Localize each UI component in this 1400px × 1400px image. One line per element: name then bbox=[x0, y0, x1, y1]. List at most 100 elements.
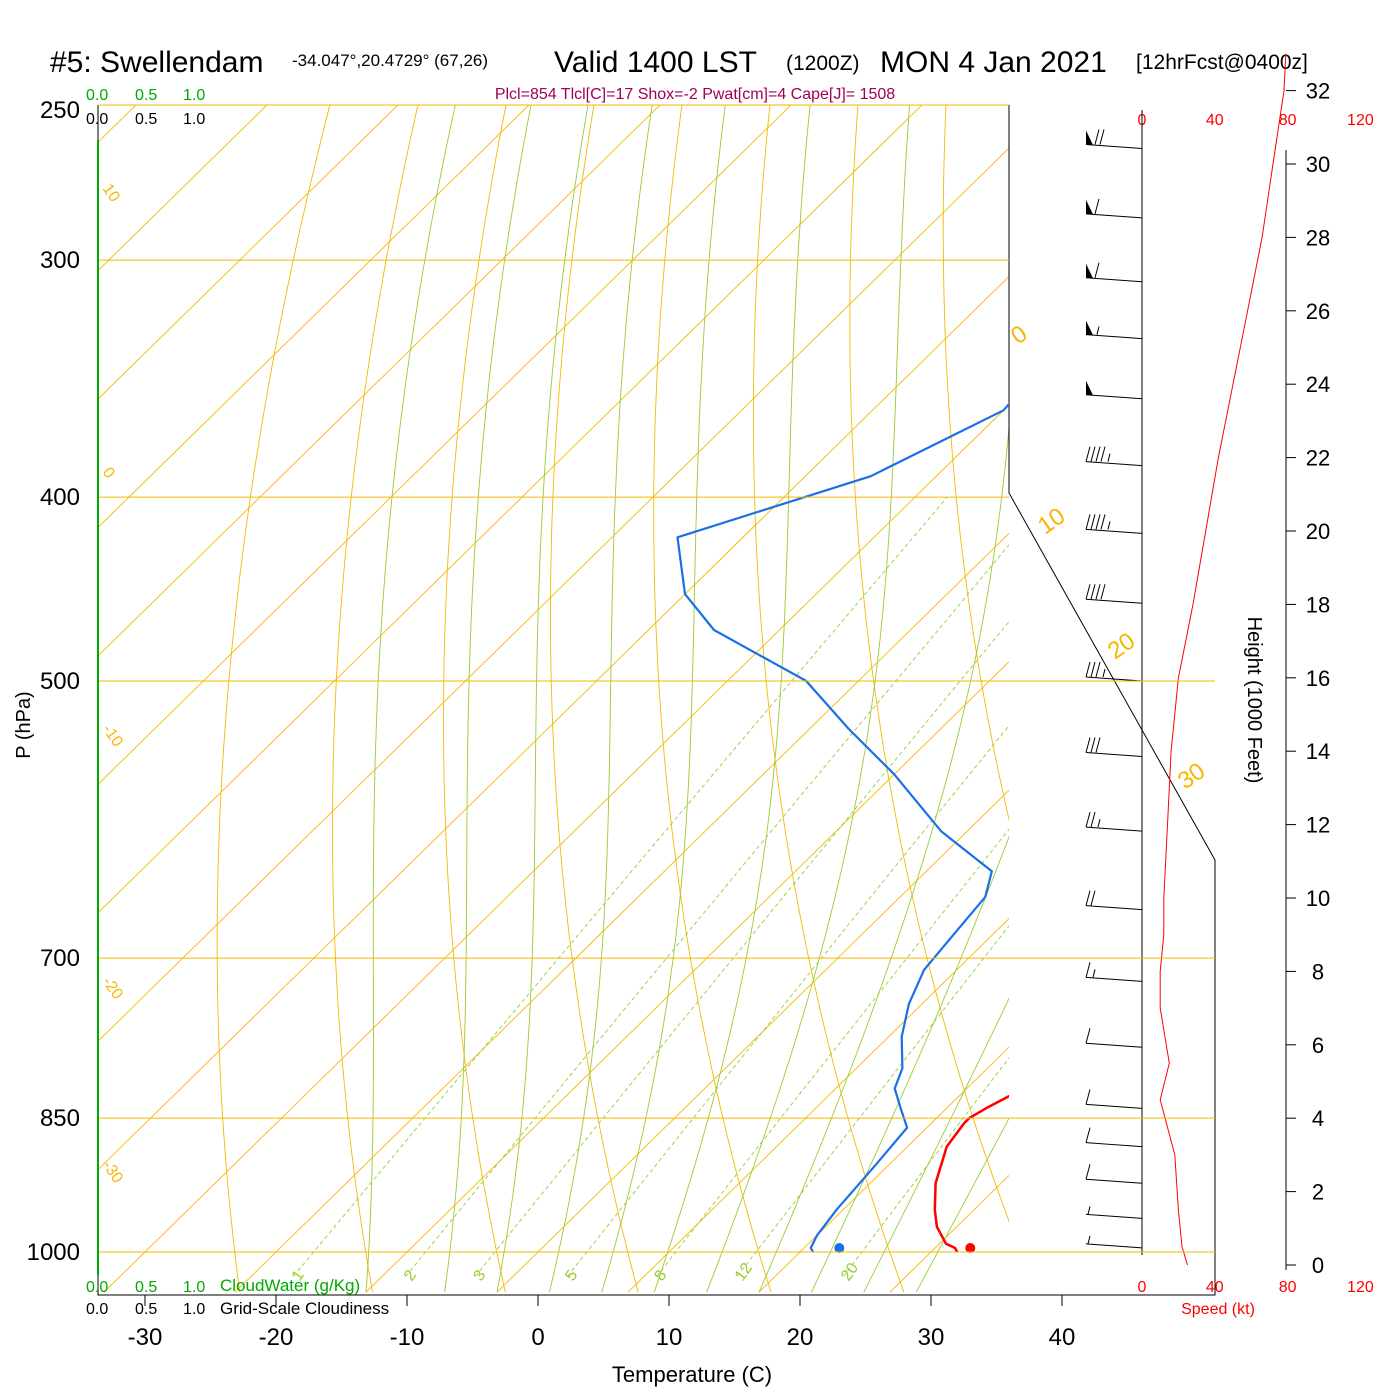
valid-time: Valid 1400 LST bbox=[554, 46, 757, 79]
moist-adiabat bbox=[444, 105, 532, 1293]
forecast-run: [12hrFcst@0400z] bbox=[1136, 51, 1308, 74]
wind-barbs bbox=[1085, 129, 1143, 1249]
isotherm-line bbox=[1152, 76, 1400, 1292]
dry-adiabat bbox=[550, 105, 639, 1293]
speed-tick-bottom: 0 bbox=[1138, 1279, 1147, 1296]
dry-adiabat bbox=[849, 105, 1009, 1223]
mixing-ratio-label: 12 bbox=[732, 1260, 756, 1284]
speed-tick-bottom: 120 bbox=[1347, 1279, 1374, 1296]
height-tick-label: 18 bbox=[1306, 592, 1330, 617]
speed-tick-top: 40 bbox=[1206, 112, 1224, 129]
speed-tick-bottom: 40 bbox=[1206, 1279, 1224, 1296]
height-tick-label: 20 bbox=[1306, 519, 1330, 544]
cloudwater-scale-top: 0.5 bbox=[135, 87, 157, 104]
isotherm-line bbox=[758, 1046, 1009, 1293]
height-tick-label: 22 bbox=[1306, 446, 1330, 471]
x-tick-label: 30 bbox=[918, 1324, 945, 1351]
isotherm-line bbox=[98, 105, 137, 143]
pressure-tick-label: 850 bbox=[40, 1105, 80, 1132]
cloudiness-label: Grid-Scale Cloudiness bbox=[220, 1299, 389, 1318]
cloudiness-scale-top: 1.0 bbox=[183, 111, 205, 128]
height-tick-label: 10 bbox=[1306, 886, 1330, 911]
x-tick-label: -20 bbox=[259, 1324, 294, 1351]
speed-axis-label: Speed (kt) bbox=[1181, 1301, 1255, 1318]
height-tick-label: 0 bbox=[1312, 1253, 1324, 1278]
dry-adiabat-label: 0 bbox=[1006, 320, 1032, 350]
moist-adiabat bbox=[601, 105, 726, 1293]
pressure-tick-label: 1000 bbox=[27, 1239, 80, 1266]
wind-barb bbox=[1085, 262, 1143, 283]
isotherm-line bbox=[98, 105, 530, 529]
surface-temperature-marker bbox=[965, 1243, 976, 1253]
dry-adiabat bbox=[332, 105, 419, 1293]
mixing-ratio-line bbox=[736, 925, 1009, 1277]
wind-barb bbox=[1085, 1127, 1143, 1148]
cloudwater-scale-top: 1.0 bbox=[183, 87, 205, 104]
isotherm-label: -20 bbox=[99, 974, 126, 1003]
dry-adiabat bbox=[942, 105, 1009, 822]
x-tick-label: 0 bbox=[531, 1324, 544, 1351]
speed-tick-bottom: 80 bbox=[1279, 1279, 1297, 1296]
height-tick-label: 32 bbox=[1306, 79, 1330, 104]
x-tick-label: 40 bbox=[1049, 1324, 1076, 1351]
wind-barb bbox=[1085, 1028, 1143, 1048]
dry-adiabat-label: 20 bbox=[1103, 627, 1140, 664]
parcel-profile bbox=[1072, 142, 1400, 1036]
wind-barb bbox=[1085, 514, 1143, 534]
mixing-ratio-label: 2 bbox=[401, 1267, 420, 1284]
height-tick-label: 26 bbox=[1306, 299, 1330, 324]
mixing-ratio-label: 8 bbox=[651, 1267, 670, 1284]
dry-adiabat-label: 10 bbox=[1033, 502, 1070, 539]
moist-adiabat bbox=[653, 105, 811, 1293]
height-tick-label: 14 bbox=[1306, 739, 1330, 764]
mixing-ratio-label: 20 bbox=[838, 1260, 862, 1284]
wind-barb bbox=[1085, 380, 1143, 400]
isotherm-line bbox=[98, 147, 1009, 1042]
station-title: #5: Swellendam bbox=[50, 46, 263, 79]
moist-adiabat bbox=[915, 1117, 1009, 1293]
stability-indices: Plcl=854 Tlcl[C]=17 Shox=-2 Pwat[cm]=4 C… bbox=[495, 86, 895, 103]
isotherm-label: 10 bbox=[99, 181, 123, 205]
height-tick-label: 24 bbox=[1306, 372, 1330, 397]
isotherm-line bbox=[98, 275, 1009, 1171]
moist-adiabat bbox=[758, 422, 1009, 1293]
moist-adiabat bbox=[706, 105, 911, 1293]
wind-barb bbox=[1085, 1206, 1143, 1219]
dry-adiabat bbox=[1383, 76, 1400, 1292]
cloudwater-scale-bottom: 1.0 bbox=[183, 1279, 205, 1296]
wind-barb bbox=[1085, 661, 1143, 682]
height-tick-label: 12 bbox=[1306, 813, 1330, 838]
height-tick-label: 30 bbox=[1306, 152, 1330, 177]
x-axis-label: Temperature (C) bbox=[612, 1362, 772, 1387]
pressure-tick-label: 700 bbox=[40, 945, 80, 972]
isotherm-line bbox=[98, 105, 661, 657]
pressure-tick-label: 500 bbox=[40, 668, 80, 695]
cloudiness-scale-top: 0.5 bbox=[135, 111, 157, 128]
wind-barb bbox=[1085, 1164, 1143, 1184]
moist-adiabat bbox=[863, 997, 1009, 1293]
dewpoint-profile bbox=[676, 402, 1009, 1253]
cloudiness-scale-bottom: 0.5 bbox=[135, 1301, 157, 1318]
isotherm-line bbox=[496, 789, 1009, 1293]
dry-adiabat bbox=[216, 105, 331, 1293]
mixing-ratio-line bbox=[474, 621, 1009, 1277]
speed-tick-top: 120 bbox=[1347, 112, 1374, 129]
isotherm-line bbox=[1021, 76, 1400, 1292]
speed-tick-top: 80 bbox=[1279, 112, 1297, 129]
pressure-tick-label: 300 bbox=[40, 247, 80, 274]
x-tick-label: -30 bbox=[128, 1324, 163, 1351]
mixing-ratio-line bbox=[293, 496, 948, 1277]
wind-barb bbox=[1085, 1089, 1143, 1109]
wind-barb bbox=[1085, 198, 1143, 219]
wind-barb bbox=[1085, 737, 1143, 757]
isotherm-line bbox=[627, 918, 1009, 1293]
isotherm-label: 0 bbox=[99, 465, 118, 482]
plot-frame bbox=[97, 105, 1216, 1296]
dry-adiabat bbox=[653, 105, 772, 1293]
wind-barb bbox=[1085, 962, 1143, 982]
mixing-ratio-line bbox=[656, 828, 1009, 1277]
